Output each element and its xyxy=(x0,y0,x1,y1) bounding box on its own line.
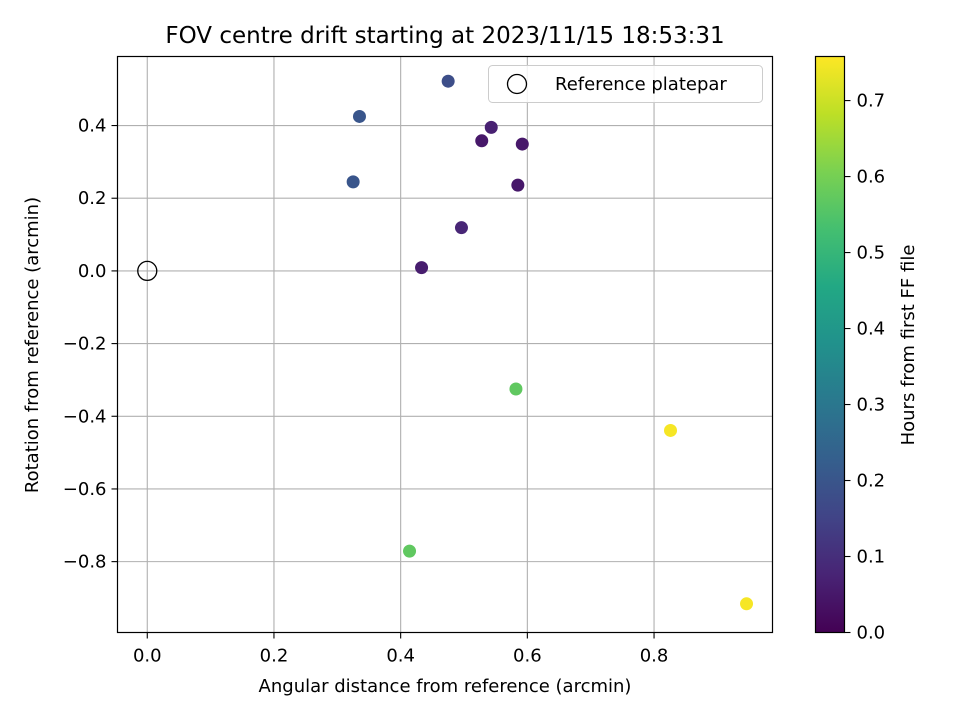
y-tick-label: 0.0 xyxy=(78,261,107,282)
colorbar-label: Hours from first FF file xyxy=(898,245,919,446)
x-axis-ticks: 0.0 0.2 0.4 0.6 0.8 xyxy=(133,632,669,667)
scatter-point xyxy=(475,134,489,148)
x-tick-label: 0.6 xyxy=(513,646,542,667)
x-tick-label: 0.4 xyxy=(386,646,415,667)
plot-frame xyxy=(116,55,774,634)
legend-marker xyxy=(506,73,528,95)
legend-box xyxy=(488,65,763,103)
scatter-point xyxy=(346,175,360,189)
y-tick-label: 0.4 xyxy=(78,116,107,137)
y-tick-label: −0.6 xyxy=(63,479,107,500)
scatter-point xyxy=(509,382,523,396)
scatter-point xyxy=(740,597,754,611)
x-tick-label: 0.0 xyxy=(133,646,162,667)
y-axis-label: Rotation from reference (arcmin) xyxy=(22,197,43,493)
colorbar xyxy=(814,55,846,634)
scatter-point xyxy=(352,109,366,123)
x-axis-label: Angular distance from reference (arcmin) xyxy=(259,676,632,697)
colorbar-tick-label: 0.4 xyxy=(857,319,886,340)
colorbar-tick-label: 0.3 xyxy=(857,395,886,416)
colorbar-tick-label: 0.5 xyxy=(857,243,886,264)
y-axis-ticks: −0.8 −0.6 −0.4 −0.2 0.0 0.2 0.4 xyxy=(63,116,118,573)
scatter-point xyxy=(664,423,678,437)
reference-layer xyxy=(137,260,158,282)
y-tick-label: 0.2 xyxy=(78,188,107,209)
grid xyxy=(117,56,773,633)
x-tick-label: 0.8 xyxy=(640,646,669,667)
legend-entry-reference: Reference platepar xyxy=(555,74,727,95)
scatter-point xyxy=(415,261,429,275)
legend: Reference platepar xyxy=(488,65,763,103)
scatter-point xyxy=(511,178,525,192)
y-tick-label: −0.4 xyxy=(63,406,107,427)
y-tick-label: −0.8 xyxy=(63,552,107,573)
chart-title: FOV centre drift starting at 2023/11/15 … xyxy=(165,23,724,49)
scatter-point xyxy=(484,120,498,134)
colorbar-ticks: 0.0 0.1 0.2 0.3 0.4 0.5 0.6 0.7 xyxy=(844,91,886,644)
colorbar-tick-label: 0.0 xyxy=(857,623,886,644)
scatter-point xyxy=(403,544,417,558)
scatter-point xyxy=(454,221,468,235)
reference-marker xyxy=(137,260,158,282)
x-tick-label: 0.2 xyxy=(260,646,289,667)
colorbar-tick-label: 0.7 xyxy=(857,91,886,112)
scatter-point xyxy=(515,137,529,151)
scatter-point xyxy=(441,74,455,88)
colorbar-tick-label: 0.1 xyxy=(857,547,886,568)
data-points xyxy=(346,74,754,611)
colorbar-tick-label: 0.2 xyxy=(857,471,886,492)
y-tick-label: −0.2 xyxy=(63,334,107,355)
colorbar-tick-label: 0.6 xyxy=(857,167,886,188)
